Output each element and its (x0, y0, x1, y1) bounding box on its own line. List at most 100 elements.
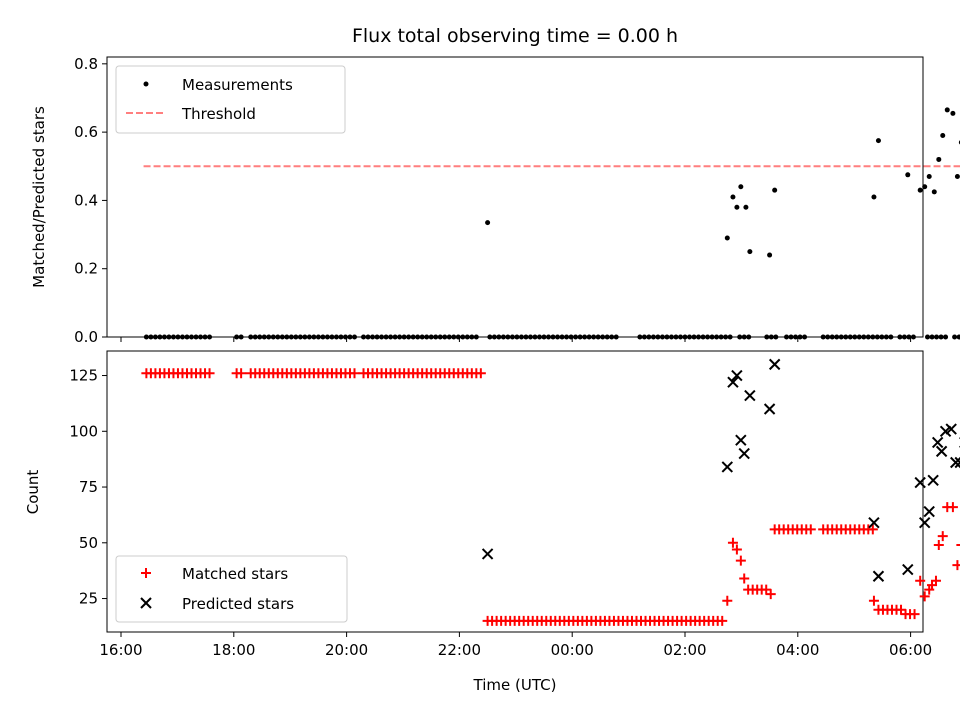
measurement-point (700, 334, 706, 340)
measurement-point (401, 334, 407, 340)
measurement-point (931, 189, 937, 195)
measurement-point (485, 220, 491, 226)
top-y-axis-label: Matched/Predicted stars (30, 106, 48, 288)
measurement-point (655, 334, 661, 340)
matched-stars-point (727, 537, 738, 548)
measurement-point (871, 194, 877, 200)
measurement-point (496, 334, 502, 340)
measurement-point (709, 334, 715, 340)
top-legend: Measurements Threshold (115, 65, 346, 134)
measurement-point (650, 334, 656, 340)
x-tick-label: 06:00 (889, 641, 932, 659)
measurement-point (388, 334, 394, 340)
measurement-point (523, 334, 529, 340)
matched-stars-point (956, 544, 960, 547)
bottom-legend: Matched stars Predicted stars (115, 555, 348, 623)
measurement-point (234, 334, 240, 340)
measurement-point (238, 334, 244, 340)
measurement-point (910, 334, 916, 340)
measurement-point (491, 334, 497, 340)
x-tick-label: 02:00 (663, 641, 706, 659)
matched-stars-point (868, 595, 879, 606)
measurement-point (315, 334, 321, 340)
matched-stars-point (765, 589, 776, 600)
measurement-point (361, 334, 367, 340)
measurement-point (564, 334, 570, 340)
measurement-point (591, 334, 597, 340)
measurement-point (772, 187, 778, 193)
measurement-point (424, 334, 430, 340)
measurement-point (646, 334, 652, 340)
measurement-point (415, 334, 421, 340)
y-tick-label: 0.4 (74, 191, 98, 209)
predicted-stars-point (945, 423, 957, 435)
measurement-point (901, 334, 907, 340)
bottom-plot-frame (106, 350, 924, 633)
measurement-point (929, 334, 935, 340)
measurement-point (166, 334, 172, 340)
measurement-point (737, 334, 743, 340)
measurement-point (532, 334, 538, 340)
predicted-stars-point (927, 474, 939, 487)
bottom-legend-box (115, 555, 348, 623)
measurement-point (179, 334, 185, 340)
measurement-point (518, 334, 524, 340)
measurement-point (198, 334, 204, 340)
measurement-point (852, 334, 858, 340)
predicted-stars-point (735, 434, 747, 446)
measurement-point (802, 334, 808, 340)
predicted-stars-point (868, 517, 880, 529)
matched-stars-point (722, 595, 733, 606)
measurement-point (875, 138, 881, 144)
measurement-point (266, 334, 272, 340)
matched-stars-point (909, 609, 920, 620)
measurement-point (746, 334, 752, 340)
measurement-point (410, 334, 416, 340)
measurement-point (469, 334, 475, 340)
measurement-point (374, 334, 380, 340)
measurement-point (505, 334, 511, 340)
measurement-point (342, 334, 348, 340)
measurement-point (797, 334, 803, 340)
measurement-point (825, 334, 831, 340)
measurement-point (351, 334, 357, 340)
measurement-point (324, 334, 330, 340)
bottom-y-axis-label: Count (24, 470, 42, 515)
measurement-point (956, 334, 960, 340)
measurement-point (664, 334, 670, 340)
matched-stars-point (204, 368, 215, 379)
measurement-point (641, 334, 647, 340)
measurement-point (847, 334, 853, 340)
measurement-point (509, 334, 515, 340)
measurement-point (677, 334, 683, 340)
measurement-point (514, 334, 520, 340)
measurement-point (306, 334, 312, 340)
measurement-point (922, 184, 928, 190)
y-tick-label: 100 (69, 422, 98, 440)
measurement-point (944, 107, 950, 113)
measurement-point (252, 334, 258, 340)
measurement-point (442, 334, 448, 340)
measurement-point (820, 334, 826, 340)
measurement-point (727, 334, 733, 340)
measurement-point (428, 334, 434, 340)
measurement-point (874, 334, 880, 340)
measurement-point (604, 334, 610, 340)
measurement-point (392, 334, 398, 340)
matched-stars-point (896, 604, 907, 615)
measurement-point (879, 334, 885, 340)
measurement-point (888, 334, 894, 340)
measurement-point (365, 334, 371, 340)
measurement-point (383, 334, 389, 340)
matched-stars-point (236, 368, 247, 379)
top-panel: 0.0 0.2 0.4 0.6 0.8 (74, 55, 960, 346)
measurement-point (734, 204, 740, 210)
measurement-point (582, 334, 588, 340)
y-tick-label: 75 (79, 478, 98, 496)
measurement-point (950, 110, 956, 116)
x-tick-label: 04:00 (776, 641, 819, 659)
measurement-point (573, 334, 579, 340)
x-tick-label: 20:00 (325, 641, 368, 659)
measurement-point (284, 334, 290, 340)
predicted-stars-point (950, 456, 960, 469)
